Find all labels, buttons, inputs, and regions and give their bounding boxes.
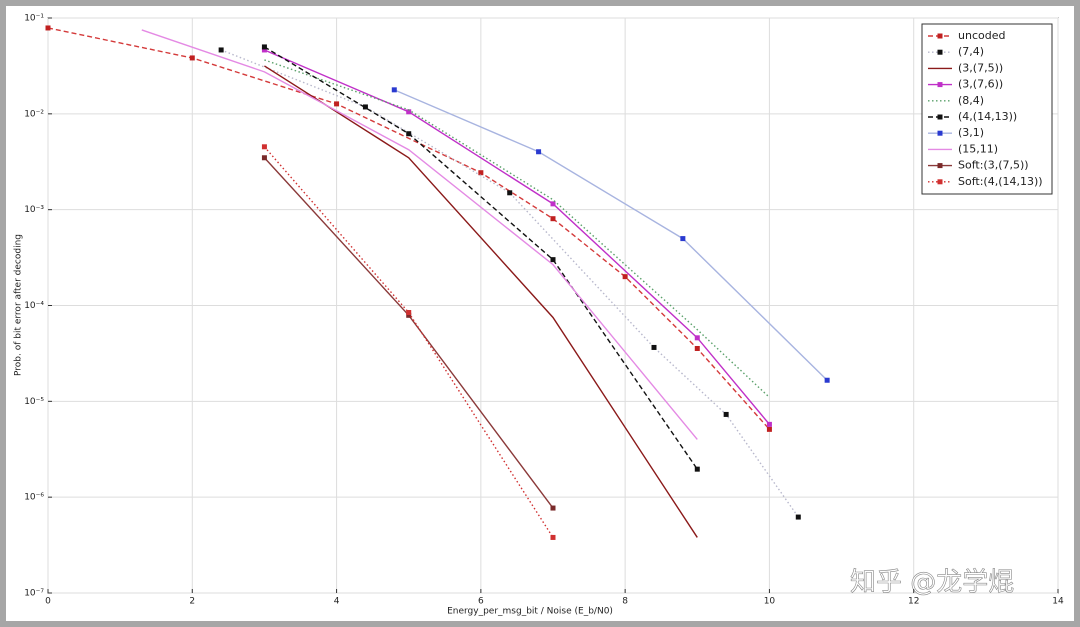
data-point [261, 155, 267, 161]
data-point [622, 274, 628, 280]
legend-label: (3,(7,5)) [958, 61, 1003, 74]
data-point [550, 534, 556, 540]
series-line [47, 27, 770, 430]
data-point [362, 104, 368, 110]
data-point [334, 101, 340, 107]
data-point [766, 426, 772, 432]
data-point [406, 131, 412, 137]
data-point [550, 201, 556, 207]
legend-marker [937, 82, 943, 88]
data-point [550, 257, 556, 263]
legend-marker [937, 179, 943, 185]
data-point [680, 236, 686, 242]
legend-label: (15,11) [958, 142, 998, 155]
y-tick-label: 10⁻³ [24, 205, 44, 215]
data-point [550, 505, 556, 511]
legend-label: uncoded [958, 29, 1005, 42]
series-line [264, 46, 698, 470]
y-tick-label: 10⁻⁷ [24, 589, 44, 599]
series-line [394, 89, 828, 381]
data-point [218, 47, 224, 53]
data-point [261, 47, 267, 53]
data-point [406, 310, 412, 316]
x-tick-label: 4 [334, 597, 340, 607]
legend-label: (4,(14,13)) [958, 110, 1017, 123]
x-axis-label: Energy_per_msg_bit / Noise (E_b/N0) [447, 607, 613, 617]
x-tick-label: 2 [189, 597, 195, 607]
data-point [45, 25, 51, 31]
data-point [651, 344, 657, 350]
data-point [406, 109, 412, 115]
data-point [766, 421, 772, 427]
data-point [406, 312, 412, 318]
data-point [694, 466, 700, 472]
legend-marker [937, 49, 943, 55]
data-point [507, 190, 513, 196]
data-point [391, 87, 397, 93]
legend-label: Soft:(4,(14,13)) [958, 175, 1043, 188]
data-point [795, 514, 801, 520]
y-axis-label: Prob. of bit error after decoding [14, 234, 24, 376]
legend-marker [937, 33, 943, 39]
x-tick-label: 6 [478, 597, 484, 607]
data-point [723, 411, 729, 417]
x-tick-label: 12 [908, 597, 919, 607]
data-point [261, 144, 267, 150]
legend-label: (7,4) [958, 45, 984, 58]
legend-marker [937, 130, 943, 136]
data-point [189, 55, 195, 61]
data-point [478, 170, 484, 176]
data-point [694, 335, 700, 341]
watermark: 知乎 @龙学焜 [850, 568, 1014, 598]
legend-marker [937, 114, 943, 120]
y-tick-label: 10⁻¹ [24, 14, 44, 24]
y-tick-label: 10⁻² [24, 109, 44, 119]
series-line [263, 146, 554, 538]
data-point [261, 44, 267, 50]
data-point [824, 377, 830, 383]
x-tick-label: 10 [764, 597, 776, 607]
x-tick-label: 8 [622, 597, 628, 607]
legend-label: (3,(7,6)) [958, 78, 1003, 91]
data-point [694, 345, 700, 351]
y-tick-label: 10⁻⁴ [24, 301, 44, 311]
legend-marker [937, 163, 943, 169]
legend-label: Soft:(3,(7,5)) [958, 159, 1029, 172]
series-line [220, 49, 799, 518]
legend-label: (3,1) [958, 126, 984, 139]
series-line [141, 29, 698, 440]
series-line [264, 65, 698, 538]
data-point [550, 216, 556, 222]
x-tick-label: 0 [45, 597, 51, 607]
y-tick-label: 10⁻⁶ [24, 493, 44, 503]
data-point [536, 149, 542, 155]
x-tick-label: 14 [1052, 597, 1064, 607]
legend-label: (8,4) [958, 94, 984, 107]
y-tick-label: 10⁻⁵ [24, 397, 44, 407]
